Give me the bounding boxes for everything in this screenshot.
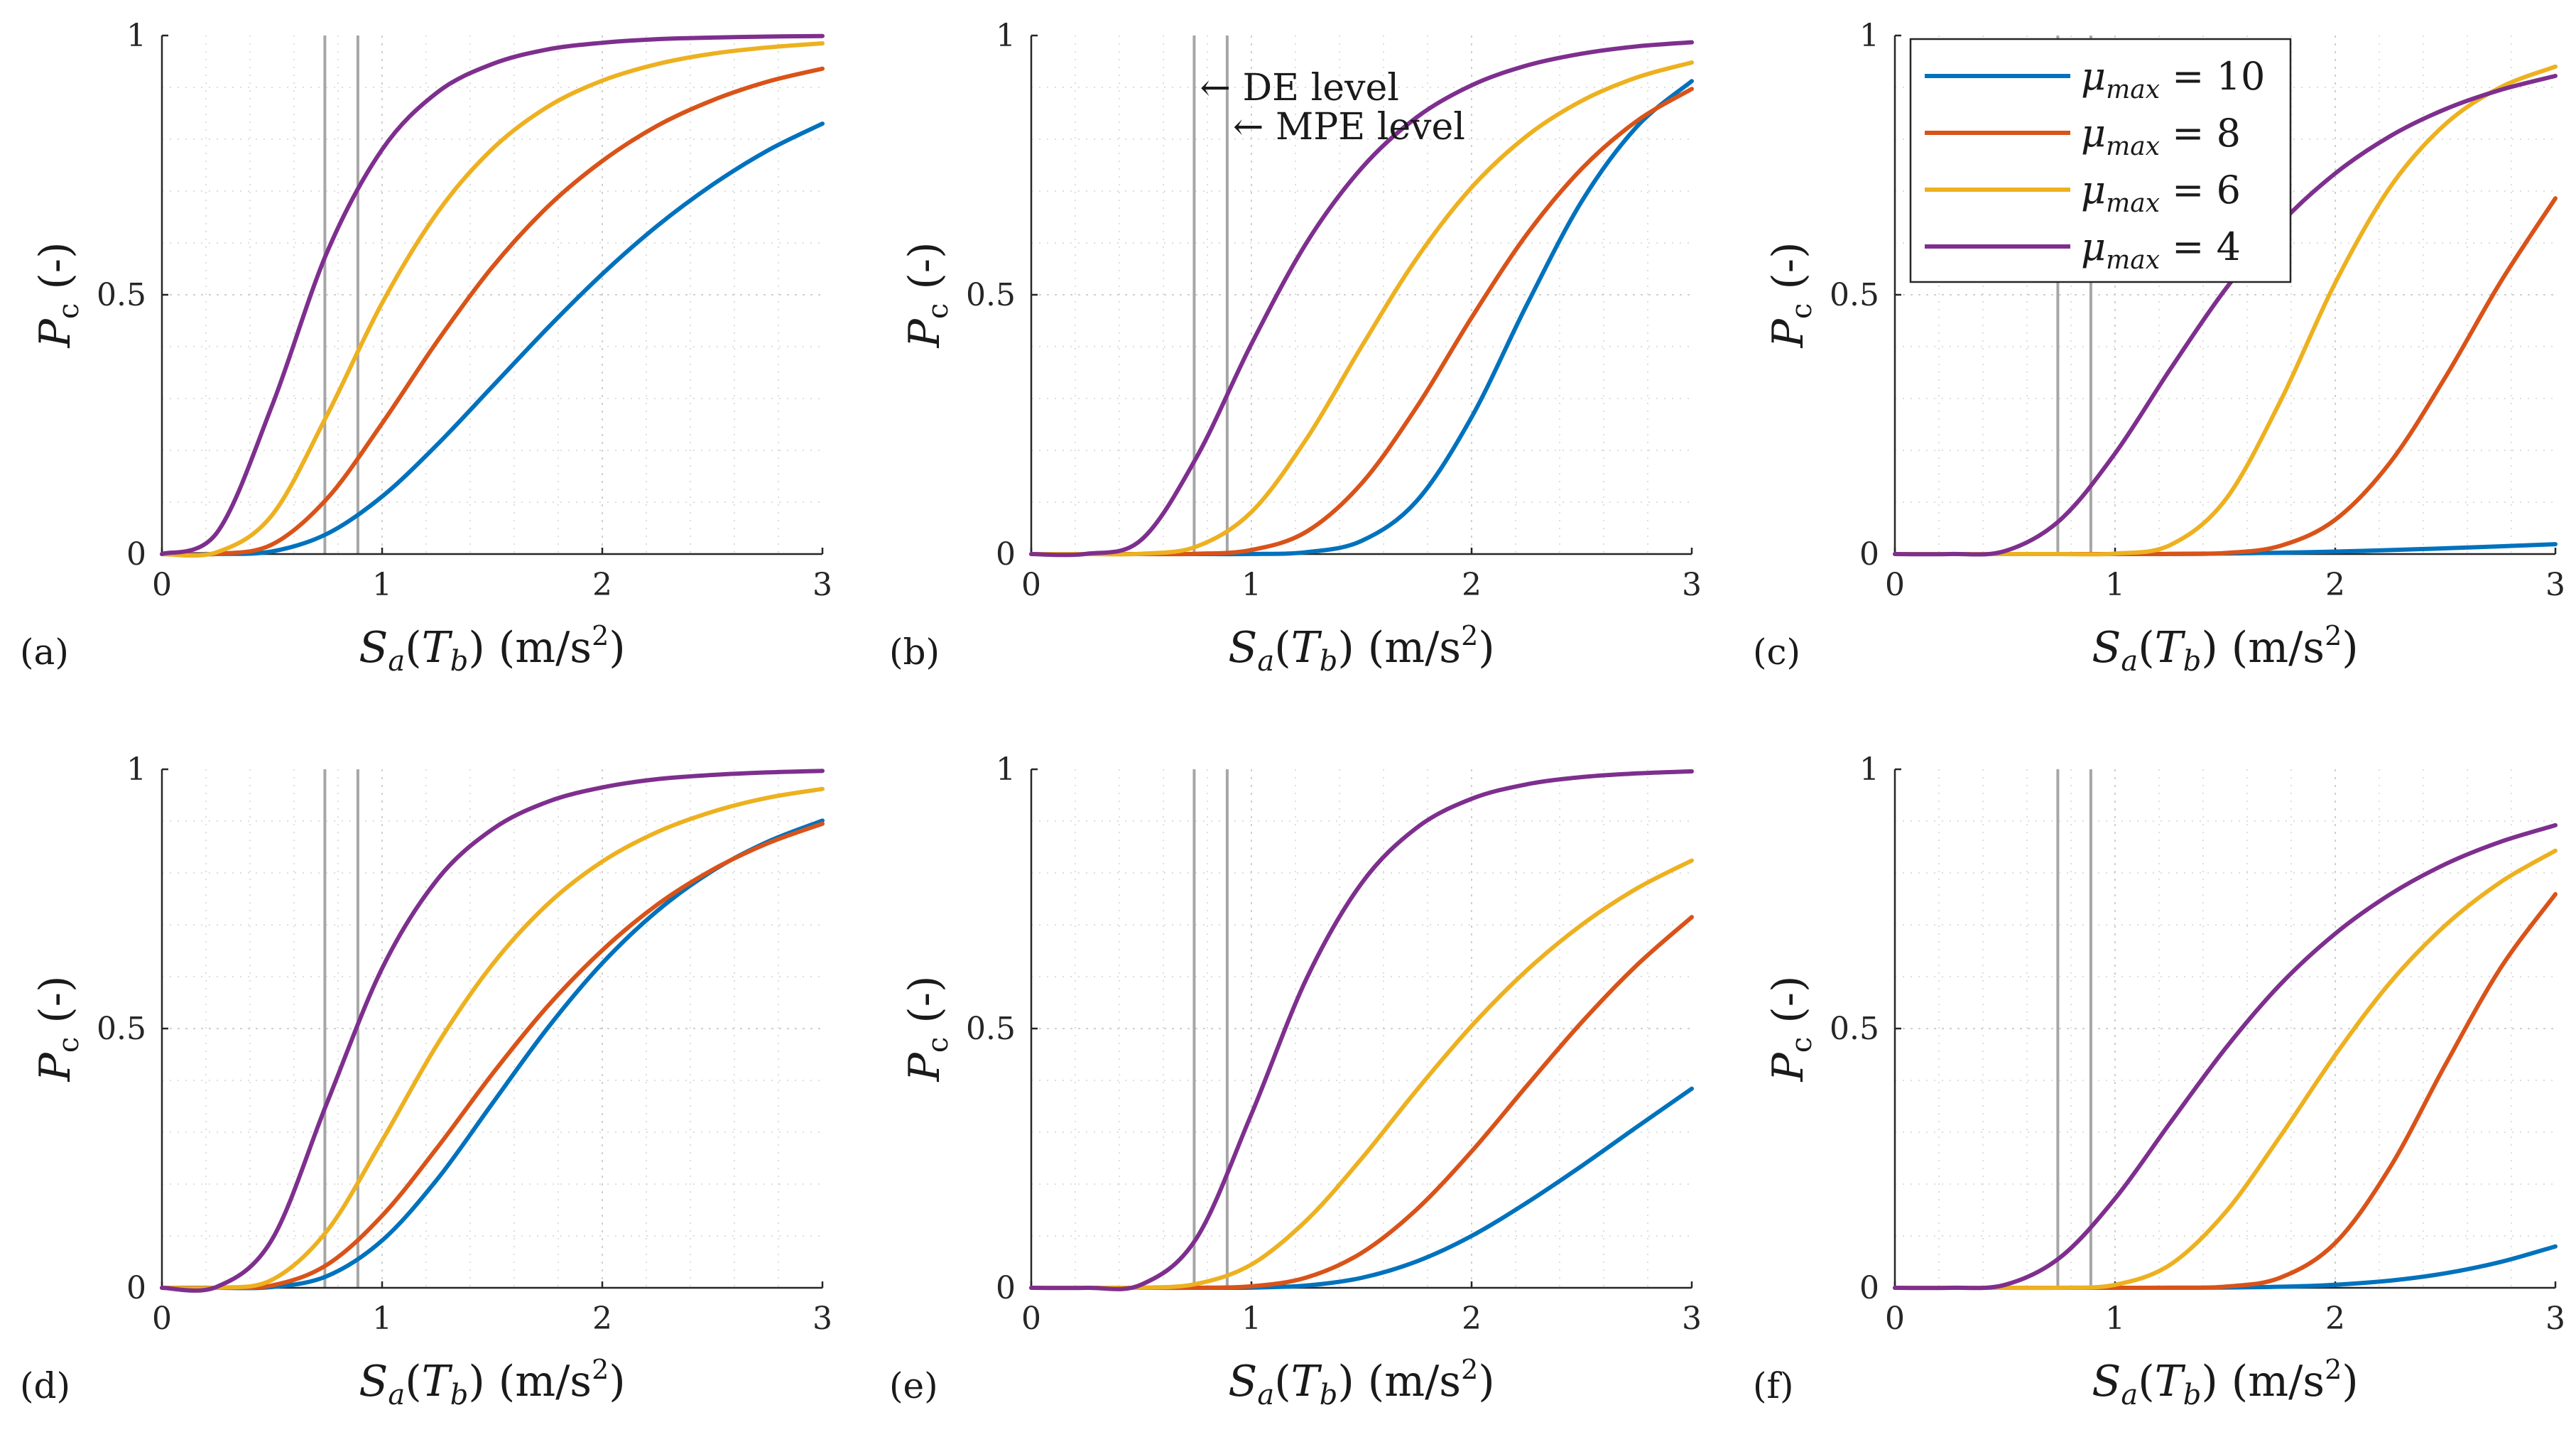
x-tick-label: 1 bbox=[2105, 1301, 2125, 1337]
series-line-mu6 bbox=[160, 41, 825, 558]
series-line-mu10 bbox=[160, 818, 825, 1291]
x-tick-label: 1 bbox=[1241, 1301, 1261, 1337]
x-tick-label: 2 bbox=[1462, 1301, 1482, 1337]
x-tick-label: 2 bbox=[592, 1301, 612, 1337]
y-axis-label: Pc (-) bbox=[1763, 242, 1818, 349]
x-tick-label: 3 bbox=[2545, 567, 2565, 603]
panel-d: 0 1 2 3 0 0.5 1 Pc (-) Sa(Tb) (m/s2) (d) bbox=[20, 752, 832, 1411]
x-tick-label: 1 bbox=[372, 1301, 392, 1337]
series-line-mu10 bbox=[1893, 1244, 2558, 1291]
series-line-mu8 bbox=[1029, 87, 1694, 557]
series-line-mu4 bbox=[1893, 73, 2558, 557]
x-tick-label: 3 bbox=[1682, 1301, 1702, 1337]
x-tick-label: 1 bbox=[372, 567, 392, 603]
y-axis-label: Pc (-) bbox=[900, 976, 955, 1083]
x-axis-label: Sa(Tb) (m/s2) bbox=[1228, 620, 1494, 678]
panel-label: (d) bbox=[20, 1365, 70, 1406]
y-tick-label: 0 bbox=[1859, 1270, 1879, 1306]
series-line-mu10 bbox=[1029, 1086, 1694, 1291]
panel-e: 0 1 2 3 0 0.5 1 Pc (-) Sa(Tb) (m/s2) (e) bbox=[889, 752, 1702, 1411]
y-tick-label: 1 bbox=[126, 752, 146, 788]
panel-label: (c) bbox=[1753, 631, 1800, 673]
panel-a: 0 1 2 3 0 0.5 1 Pc (-) Sa(Tb) (m/s2) (a) bbox=[20, 18, 832, 678]
panel-label: (a) bbox=[20, 631, 69, 673]
y-tick-label: 1 bbox=[1859, 18, 1879, 54]
series-line-mu4 bbox=[160, 33, 825, 556]
legend: μmax = 10 μmax = 8 μmax = 6 μmax = 4 bbox=[1909, 38, 2292, 283]
x-tick-label: 1 bbox=[2105, 567, 2125, 603]
x-axis-label: Sa(Tb) (m/s2) bbox=[1228, 1354, 1494, 1411]
x-tick-label: 0 bbox=[152, 567, 172, 603]
y-tick-label: 0.5 bbox=[1830, 1011, 1879, 1047]
series-line-mu4 bbox=[1893, 823, 2558, 1291]
panel-label: (e) bbox=[889, 1365, 938, 1406]
x-tick-label: 0 bbox=[1021, 1301, 1041, 1337]
legend-entry-mu6: μmax = 6 bbox=[2081, 168, 2241, 218]
legend-box bbox=[1909, 38, 2292, 283]
x-tick-label: 1 bbox=[1241, 567, 1261, 603]
x-tick-label: 0 bbox=[1885, 1301, 1905, 1337]
series-line-mu10 bbox=[160, 121, 825, 557]
panel-f: 0 1 2 3 0 0.5 1 Pc (-) Sa(Tb) (m/s2) (f) bbox=[1753, 752, 2565, 1411]
y-tick-label: 1 bbox=[996, 18, 1016, 54]
x-axis-label: Sa(Tb) (m/s2) bbox=[359, 1354, 625, 1411]
y-axis-label: Pc (-) bbox=[900, 242, 955, 349]
x-tick-label: 0 bbox=[152, 1301, 172, 1337]
y-axis-label: Pc (-) bbox=[31, 242, 85, 349]
y-tick-label: 0 bbox=[126, 536, 146, 573]
series-line-mu8 bbox=[1029, 915, 1694, 1291]
series-line-mu4 bbox=[1029, 40, 1694, 558]
legend-entry-mu8: μmax = 8 bbox=[2081, 111, 2241, 161]
series-line-mu4 bbox=[1029, 769, 1694, 1291]
panel-label: (b) bbox=[889, 631, 940, 673]
series-line-mu8 bbox=[1893, 891, 2558, 1291]
series-line-mu6 bbox=[1893, 848, 2558, 1291]
x-tick-label: 2 bbox=[2325, 1301, 2345, 1337]
y-tick-label: 1 bbox=[126, 18, 146, 54]
y-tick-label: 0 bbox=[1859, 536, 1879, 573]
y-tick-label: 0 bbox=[996, 1270, 1016, 1306]
series-line-mu6 bbox=[1029, 858, 1694, 1291]
y-tick-label: 0 bbox=[996, 536, 1016, 573]
mpe-level-annotation: ← MPE level bbox=[1233, 106, 1465, 148]
legend-entry-mu10: μmax = 10 bbox=[2081, 54, 2265, 104]
series-line-mu6 bbox=[1893, 64, 2558, 557]
x-tick-label: 3 bbox=[813, 567, 832, 603]
legend-entry-mu4: μmax = 4 bbox=[2081, 224, 2241, 275]
y-tick-label: 0.5 bbox=[1830, 277, 1879, 313]
y-tick-label: 1 bbox=[1859, 752, 1879, 788]
x-tick-label: 2 bbox=[592, 567, 612, 603]
y-tick-label: 0.5 bbox=[97, 277, 146, 313]
y-tick-label: 0.5 bbox=[966, 1011, 1016, 1047]
x-tick-label: 3 bbox=[2545, 1301, 2565, 1337]
x-axis-label: Sa(Tb) (m/s2) bbox=[2092, 1354, 2358, 1411]
x-axis-label: Sa(Tb) (m/s2) bbox=[359, 620, 625, 678]
de-level-annotation: ← DE level bbox=[1200, 67, 1398, 109]
panel-c: 0 1 2 3 0 0.5 1 Pc (-) Sa(Tb) (m/s2) (c) bbox=[1753, 18, 2565, 678]
x-tick-label: 2 bbox=[1462, 567, 1482, 603]
y-tick-label: 0.5 bbox=[966, 277, 1016, 313]
x-tick-label: 2 bbox=[2325, 567, 2345, 603]
series-line-mu6 bbox=[1029, 60, 1694, 557]
y-tick-label: 1 bbox=[996, 752, 1016, 788]
x-tick-label: 3 bbox=[1682, 567, 1702, 603]
series-line-mu6 bbox=[160, 786, 825, 1291]
panel-label: (f) bbox=[1753, 1365, 1794, 1406]
x-tick-label: 0 bbox=[1021, 567, 1041, 603]
panel-b: 0 1 2 3 0 0.5 1 Pc (-) Sa(Tb) (m/s2) (b) bbox=[889, 18, 1702, 678]
series-line-mu4 bbox=[160, 769, 825, 1293]
x-tick-label: 0 bbox=[1885, 567, 1905, 603]
x-axis-label: Sa(Tb) (m/s2) bbox=[2092, 620, 2358, 678]
y-axis-label: Pc (-) bbox=[1763, 976, 1818, 1083]
series-line-mu8 bbox=[160, 66, 825, 557]
series-line-mu8 bbox=[160, 821, 825, 1291]
y-tick-label: 0.5 bbox=[97, 1011, 146, 1047]
y-axis-label: Pc (-) bbox=[31, 976, 85, 1083]
x-tick-label: 3 bbox=[813, 1301, 832, 1337]
y-tick-label: 0 bbox=[126, 1270, 146, 1306]
